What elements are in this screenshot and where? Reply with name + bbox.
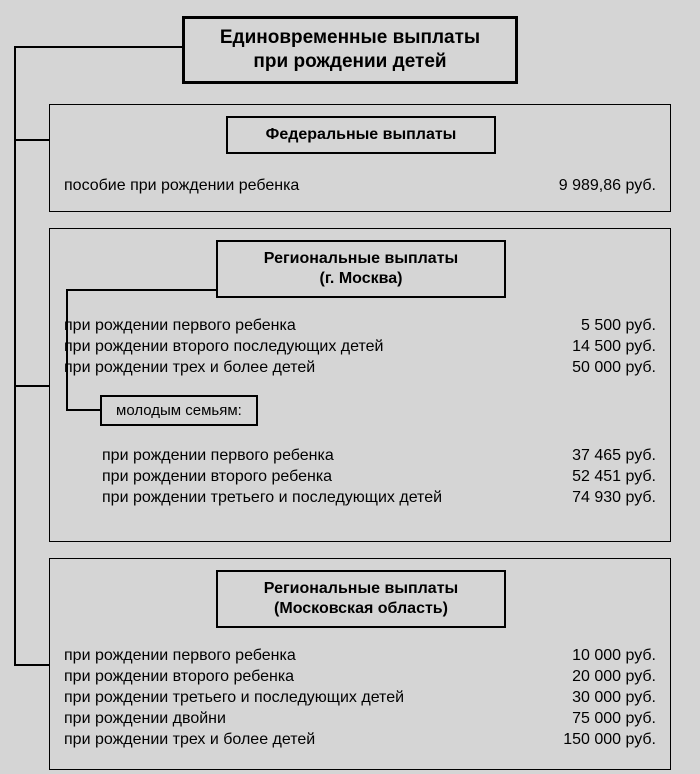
moscow-header: Региональные выплаты (г. Москва) [216, 240, 506, 298]
row-label: при рождении первого ребенка [64, 647, 296, 665]
row-label: при рождении двойни [64, 710, 226, 728]
row-value: 10 000 руб. [572, 647, 656, 665]
oblast-row-1: при рождении второго ребенка 20 000 руб. [50, 668, 670, 686]
title-line2: при рождении детей [253, 51, 446, 72]
row-label: при рождении третьего и последующих дете… [102, 489, 442, 507]
row-value: 75 000 руб. [572, 710, 656, 728]
moscow-sub-row-2: при рождении третьего и последующих дете… [50, 489, 670, 507]
row-label: при рождении трех и более детей [64, 359, 315, 377]
connector-oblast [14, 664, 49, 666]
row-value: 37 465 руб. [572, 447, 656, 465]
row-value: 20 000 руб. [572, 668, 656, 686]
row-label: при рождении второго последующих детей [64, 338, 384, 356]
row-value: 5 500 руб. [581, 317, 656, 335]
row-label: пособие при рождении ребенка [64, 177, 299, 195]
row-label: при рождении трех и более детей [64, 731, 315, 749]
connector-moscow-sub-v [66, 289, 68, 409]
row-value: 150 000 руб. [563, 731, 656, 749]
row-label: при рождении первого ребенка [102, 447, 334, 465]
row-value: 50 000 руб. [572, 359, 656, 377]
row-value: 74 930 руб. [572, 489, 656, 507]
row-value: 52 451 руб. [572, 468, 656, 486]
moscow-sub-row-1: при рождении второго ребенка 52 451 руб. [50, 468, 670, 486]
federal-row-0: пособие при рождении ребенка 9 989,86 ру… [50, 177, 670, 195]
title-line1: Единовременные выплаты [220, 27, 480, 48]
oblast-row-0: при рождении первого ребенка 10 000 руб. [50, 647, 670, 665]
section-moscow: Региональные выплаты (г. Москва) при рож… [49, 228, 671, 542]
row-value: 9 989,86 руб. [559, 177, 656, 195]
federal-header: Федеральные выплаты [226, 116, 496, 154]
oblast-row-2: при рождении третьего и последующих дете… [50, 689, 670, 707]
section-federal: Федеральные выплаты пособие при рождении… [49, 104, 671, 212]
moscow-sub-header: молодым семьям: [100, 395, 258, 426]
oblast-row-4: при рождении трех и более детей 150 000 … [50, 731, 670, 749]
connector-title-left [14, 46, 182, 48]
moscow-sub-row-0: при рождении первого ребенка 37 465 руб. [50, 447, 670, 465]
oblast-header: Региональные выплаты (Московская область… [216, 570, 506, 628]
connector-moscow-sub-top [66, 289, 216, 291]
moscow-row-2: при рождении трех и более детей 50 000 р… [50, 359, 670, 377]
section-oblast: Региональные выплаты (Московская область… [49, 558, 671, 770]
row-value: 30 000 руб. [572, 689, 656, 707]
moscow-row-1: при рождении второго последующих детей 1… [50, 338, 670, 356]
oblast-row-3: при рождении двойни 75 000 руб. [50, 710, 670, 728]
row-value: 14 500 руб. [572, 338, 656, 356]
row-label: при рождении второго ребенка [102, 468, 332, 486]
main-title: Единовременные выплаты при рождении дете… [182, 16, 518, 84]
row-label: при рождении первого ребенка [64, 317, 296, 335]
row-label: при рождении третьего и последующих дете… [64, 689, 404, 707]
connector-moscow-sub-h [66, 409, 100, 411]
connector-moscow [14, 385, 49, 387]
row-label: при рождении второго ребенка [64, 668, 294, 686]
connector-federal [14, 139, 49, 141]
moscow-row-0: при рождении первого ребенка 5 500 руб. [50, 317, 670, 335]
